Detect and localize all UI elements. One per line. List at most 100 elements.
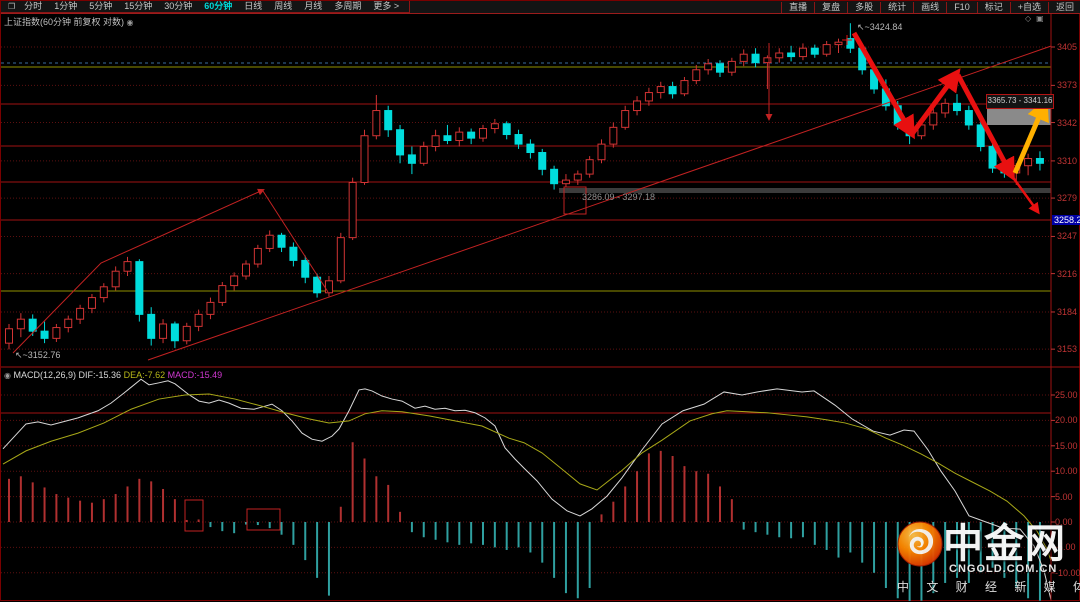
candle-body <box>170 323 179 342</box>
watermark-slogan: 中 文 财 经 新 媒 体 <box>897 580 1080 594</box>
toolbar-button-0[interactable]: 直播 <box>781 1 814 13</box>
price-axis-label: 3373 <box>1057 80 1078 91</box>
candle-body <box>514 134 523 145</box>
candle-body <box>384 110 393 131</box>
macd-axis-label: -5.00 <box>1055 542 1076 553</box>
tab-period-10[interactable]: 更多 > <box>373 1 400 11</box>
candle-body <box>988 146 997 169</box>
candle-body <box>526 143 535 154</box>
candle-body <box>502 123 511 136</box>
price-axis-label: 3405 <box>1057 42 1078 52</box>
candlestick-pane[interactable] <box>1 23 1080 361</box>
candle-body <box>479 128 487 139</box>
candle-body <box>407 154 416 164</box>
tab-period-6[interactable]: 日线 <box>244 1 263 11</box>
candle-body <box>775 52 784 59</box>
tab-period-0[interactable]: 分时 <box>24 1 43 11</box>
watermark-domain: CNGOLD.COM.CN <box>949 563 1058 575</box>
price-axis-label: 3216 <box>1057 268 1078 279</box>
price-axis-label: 3342 <box>1057 117 1078 128</box>
price-axis-label: 3279 <box>1057 193 1078 204</box>
candle-body <box>680 80 689 95</box>
toolbar-button-6[interactable]: 标记 <box>976 1 1010 13</box>
candle-body <box>787 52 796 58</box>
candle-body <box>419 146 428 164</box>
tab-period-8[interactable]: 月线 <box>304 1 323 11</box>
settings-gear-icon[interactable]: ◉ <box>126 18 134 27</box>
tab-period-9[interactable]: 多周期 <box>334 1 362 11</box>
screenshot-icon[interactable]: ▣ <box>1036 14 1049 23</box>
candle-body <box>265 234 274 249</box>
candle-body <box>28 318 37 332</box>
dea-value: DEA:-7.62 <box>123 370 166 380</box>
current-price-tag: 3258.2 <box>1052 215 1080 225</box>
tab-period-4[interactable]: 30分钟 <box>164 1 193 11</box>
candle-body <box>704 63 713 71</box>
macd-pane[interactable] <box>1 378 1051 602</box>
candle-body <box>87 297 96 309</box>
toolbar-button-4[interactable]: 画线 <box>913 1 946 13</box>
price-axis-label: 3153 <box>1057 344 1078 355</box>
trend-arrow <box>1010 175 1040 215</box>
top-menu-bar: ❐ 分时 1分钟 5分钟 15分钟 30分钟 60分钟 日线 周线 月线 多周期 更多 > 直播 复盘… <box>1 1 1080 14</box>
candle-body <box>277 234 286 248</box>
candle-body <box>455 131 464 142</box>
candle-body <box>573 173 582 181</box>
chart-title: 上证指数(60分钟 前复权 对数) <box>4 17 125 27</box>
candle-body <box>834 41 843 46</box>
indicator-gear-icon[interactable]: ◉ <box>4 371 11 380</box>
candle-body <box>798 47 807 58</box>
tab-period-3[interactable]: 15分钟 <box>124 1 153 11</box>
range-label: 3365.73 - 3341.16 <box>986 94 1054 109</box>
candle-body <box>301 259 310 278</box>
tab-period-5[interactable]: 60分钟 <box>204 1 233 11</box>
watermark: 中金网 CNGOLD.COM.CN 中 文 财 经 新 媒 体 <box>897 521 1080 595</box>
candle-body <box>953 102 961 112</box>
candle-body <box>644 92 653 102</box>
candle-body <box>52 327 61 339</box>
macd-axis-label: 0.00 <box>1055 517 1073 527</box>
price-annotation-1: ↖~3152.76 <box>15 350 61 360</box>
period-tabs: 分时 1分钟 5分钟 15分钟 30分钟 60分钟 日线 周线 月线 多周期 更多 > <box>18 1 405 12</box>
tab-period-2[interactable]: 5分钟 <box>89 1 113 11</box>
candle-body <box>396 129 405 156</box>
candle-body <box>597 143 606 161</box>
price-axis-label: 3310 <box>1057 155 1078 166</box>
tab-period-7[interactable]: 周线 <box>274 1 293 11</box>
candle-body <box>206 301 215 315</box>
gray-band <box>559 188 1051 193</box>
diamond-icon[interactable]: ◇ <box>1025 14 1037 23</box>
toolbar-button-7[interactable]: +自选 <box>1009 1 1048 13</box>
candle-body <box>313 276 322 294</box>
tab-period-1[interactable]: 1分钟 <box>54 1 78 11</box>
candle-body <box>739 53 748 62</box>
candle-body <box>751 53 760 64</box>
toolbar-button-2[interactable]: 多股 <box>847 1 880 13</box>
candle-body <box>443 135 452 142</box>
toolbar-button-8[interactable]: 返回 <box>1047 1 1080 13</box>
candle-body <box>822 44 831 55</box>
window-icon[interactable]: ❐ <box>8 2 16 11</box>
candle-body <box>763 57 772 64</box>
candle-body <box>242 263 250 277</box>
candle-body <box>182 325 191 342</box>
price-annotation-2: 3286.09 - 3297.18 <box>582 192 656 202</box>
trend-arrow <box>909 68 961 136</box>
candle-body <box>692 69 701 82</box>
price-axis-label: 3184 <box>1057 306 1078 317</box>
candle-body <box>964 110 973 126</box>
trend-arrow <box>955 73 1015 182</box>
toolbar-button-3[interactable]: 统计 <box>880 1 913 13</box>
candle-body <box>716 63 724 73</box>
macd-axis-label: 10.00 <box>1055 466 1078 477</box>
candle-body <box>360 135 369 183</box>
toolbar-button-5[interactable]: F10 <box>946 1 977 13</box>
candle-body <box>550 168 559 185</box>
toolbar-button-1[interactable]: 复盘 <box>814 1 847 13</box>
candle-body <box>941 102 950 114</box>
candle-body <box>99 286 108 299</box>
candle-body <box>668 86 677 95</box>
candle-body <box>147 313 156 339</box>
